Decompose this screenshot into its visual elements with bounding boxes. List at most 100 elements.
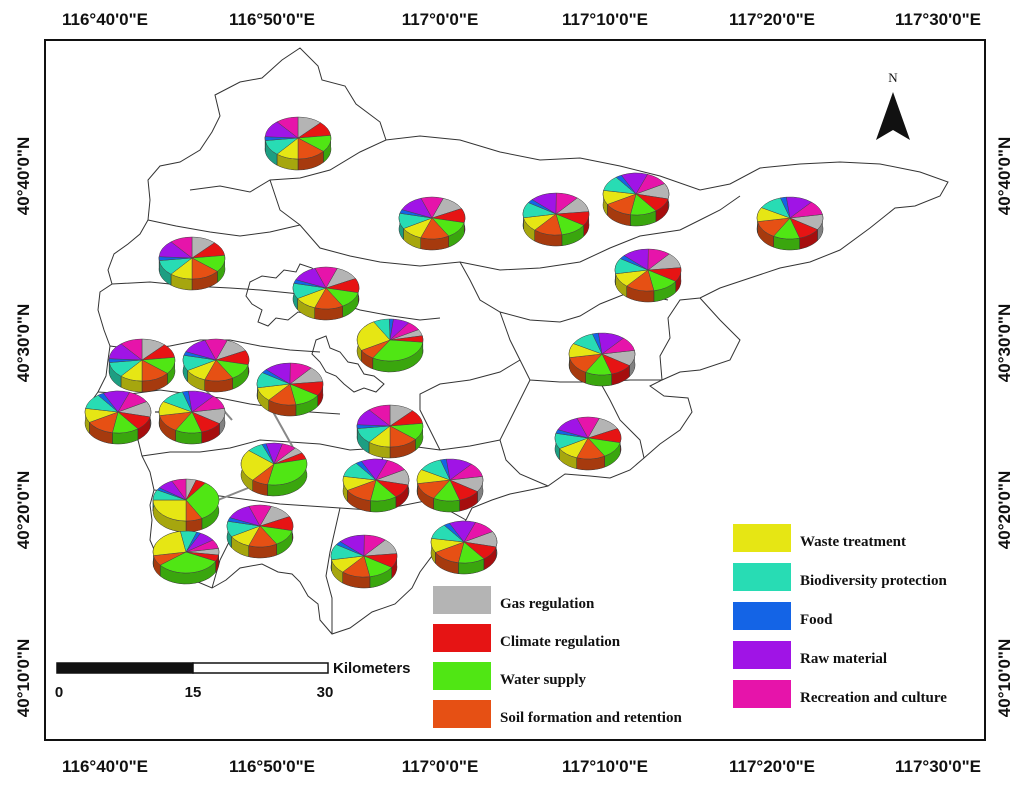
top-tick: 117°30'0"E: [895, 10, 981, 29]
pie-slice-rec: [789, 201, 823, 219]
pie-slice-water: [267, 458, 308, 486]
bottom-tick: 116°50'0"E: [229, 757, 315, 776]
pie-symbol: [152, 530, 220, 585]
legend-label: Raw material: [800, 651, 887, 667]
pie-slice-rec: [368, 404, 391, 427]
top-tick: 117°10'0"E: [562, 10, 648, 29]
pie-slice-rec: [273, 443, 296, 465]
pie-symbol: [398, 196, 466, 251]
legend-swatch-waste: [733, 524, 791, 552]
pie-symbol: [240, 442, 308, 497]
right-ticks: 40°40'0"N 40°30'0"N 40°20'0"N 40°10'0"N: [995, 137, 1014, 717]
pie-slice-rec: [375, 460, 406, 481]
pie-symbol: [264, 116, 332, 171]
district-outline: [419, 359, 521, 451]
pie-slice-rec: [389, 322, 420, 341]
top-tick: 117°20'0"E: [729, 10, 815, 29]
pie-slice-rec: [555, 192, 578, 215]
bottom-tick: 116°40'0"E: [62, 757, 148, 776]
legend-swatch-soil: [433, 700, 491, 728]
pie-slice-water: [159, 551, 217, 574]
district-outline: [189, 139, 387, 193]
pie-slice-waste: [356, 321, 391, 351]
pie-slice-rec: [635, 174, 666, 195]
pie-slice-rec: [314, 266, 338, 289]
pie-symbol: [256, 362, 324, 417]
pie-slice-rec: [449, 463, 483, 481]
district-outline: [325, 507, 341, 634]
legend-label: Gas regulation: [500, 596, 595, 612]
pie-slice-rec: [170, 236, 193, 259]
scale-tick: 30: [317, 684, 334, 701]
pie-symbol: [108, 338, 176, 393]
pie-symbol: [84, 390, 152, 445]
legend-label: Climate regulation: [500, 634, 621, 650]
left-tick: 40°30'0"N: [14, 304, 33, 382]
legend-swatch-climate: [433, 624, 491, 652]
legend-label: Recreation and culture: [800, 690, 947, 706]
top-ticks: 116°40'0"E 116°50'0"E 117°0'0"E 117°10'0…: [62, 10, 981, 29]
pie-symbol: [756, 196, 824, 251]
legend-label: Biodiversity protection: [800, 573, 947, 589]
scale-bar: Kilometers 0 15 30: [55, 660, 411, 701]
north-arrow-icon: [876, 92, 910, 140]
pie-symbol: [182, 338, 250, 393]
bottom-tick: 117°30'0"E: [895, 757, 981, 776]
right-tick: 40°10'0"N: [995, 639, 1014, 717]
pie-slice-rec: [420, 196, 444, 219]
pie-symbol: [614, 248, 682, 303]
district-outline: [459, 261, 669, 323]
top-tick: 116°40'0"E: [62, 10, 148, 29]
pie-symbol: [330, 534, 398, 589]
pie-symbols: [84, 116, 824, 589]
pie-slice-rec: [647, 248, 670, 271]
pie-slice-rec: [576, 416, 600, 439]
left-ticks: 40°40'0"N 40°30'0"N 40°20'0"N 40°10'0"N: [14, 137, 33, 717]
pie-slice-waste: [152, 499, 187, 522]
pie-slice-rec: [120, 338, 143, 361]
left-tick: 40°40'0"N: [14, 137, 33, 215]
district-outline: [661, 297, 741, 381]
scale-tick: 15: [185, 684, 202, 701]
pie-slice-rec: [204, 338, 228, 361]
legend-swatch-bio: [733, 563, 791, 591]
bottom-tick: 117°10'0"E: [562, 757, 648, 776]
pie-slice-waste: [152, 531, 187, 556]
pie-symbol: [226, 504, 294, 559]
pie-slice-water: [185, 482, 220, 519]
pie-symbol: [430, 520, 498, 575]
scale-unit: Kilometers: [333, 660, 411, 677]
scale-segment-white: [192, 662, 329, 674]
legend-label: Water supply: [500, 672, 586, 688]
leader-line: [217, 487, 249, 501]
legend-swatch-water: [433, 662, 491, 690]
legend-swatch-rec: [733, 680, 791, 708]
pie-slice-rec: [171, 478, 187, 501]
pie-symbol: [158, 236, 226, 291]
right-tick: 40°20'0"N: [995, 471, 1014, 549]
legend-label: Food: [800, 612, 833, 628]
pie-symbol: [356, 318, 424, 373]
legend-left: Gas regulation Climate regulation Water …: [433, 586, 682, 728]
pie-slice-rec: [191, 395, 225, 413]
pie-symbol: [342, 458, 410, 513]
pie-slice-rec: [248, 504, 272, 527]
pie-symbol: [602, 172, 670, 227]
pie-symbol: [522, 192, 590, 247]
pie-slice-waste: [240, 450, 275, 481]
top-tick: 116°50'0"E: [229, 10, 315, 29]
bottom-ticks: 116°40'0"E 116°50'0"E 117°0'0"E 117°10'0…: [62, 757, 981, 776]
district-outline: [87, 47, 949, 635]
pie-symbol: [568, 332, 636, 387]
district-outline: [599, 381, 645, 459]
pie-slice-rec: [463, 522, 494, 543]
north-label: N: [888, 70, 898, 85]
pie-slice-rec: [117, 392, 148, 413]
top-tick: 117°0'0"E: [402, 10, 479, 29]
right-tick: 40°40'0"N: [995, 137, 1014, 215]
pie-symbol: [554, 416, 622, 471]
scale-segment-black: [56, 662, 194, 674]
legend-label: Waste treatment: [800, 534, 906, 550]
bottom-tick: 117°20'0"E: [729, 757, 815, 776]
pie-slice-rec: [185, 539, 219, 553]
